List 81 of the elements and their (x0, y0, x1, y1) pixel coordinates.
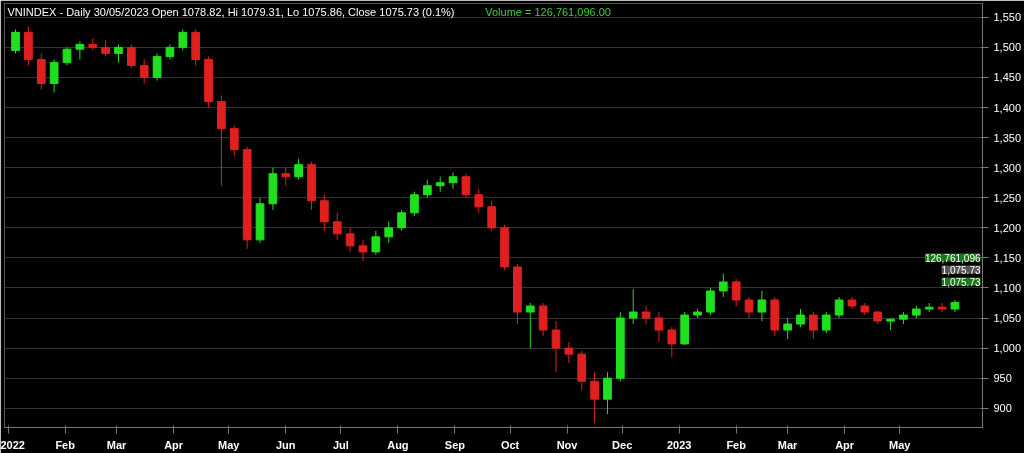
candlestick (603, 371, 612, 415)
candlestick (152, 52, 162, 81)
candlestick (345, 227, 355, 253)
x-tick-label: Mar (106, 438, 128, 451)
y-tick-label: 1,500 (993, 41, 1022, 54)
x-tick-label: Apr (164, 438, 184, 451)
candlestick (126, 43, 136, 69)
candlestick (487, 200, 497, 232)
candlestick (410, 191, 419, 217)
y-tick-label: 1,150 (993, 251, 1022, 264)
x-tick-label: Feb (55, 438, 76, 451)
x-tick-label: Jun (275, 438, 296, 451)
candlestick (551, 320, 561, 373)
y-tick-label: 1,400 (993, 101, 1022, 114)
candlestick (474, 188, 484, 214)
candlestick (809, 311, 818, 340)
y-tick-label: 900 (993, 402, 1012, 415)
candlestick (49, 58, 59, 94)
x-tick-label: Jul (332, 438, 349, 451)
candlestick (281, 167, 291, 187)
candlestick (654, 311, 664, 343)
y-tick-label: 950 (993, 372, 1012, 385)
candlestick (294, 158, 303, 181)
y-tick-label: 1,100 (993, 281, 1022, 294)
candlestick (525, 302, 535, 349)
x-tick-label: Sep (444, 438, 466, 451)
candlestick (744, 296, 754, 319)
candlestick (796, 308, 805, 328)
candlestick (11, 28, 20, 54)
x-tick-label: Mar (777, 438, 799, 451)
y-tick-label: 1,450 (993, 71, 1022, 84)
candlestick (718, 273, 728, 298)
candlestick (139, 58, 149, 84)
x-tick-label: Feb (726, 438, 747, 451)
candlestick (641, 305, 651, 325)
candlestick (628, 288, 638, 325)
chart-title: VNINDEX - Daily 30/05/2023 Open 1078.82, Hi 1079.31, Lo 1075.86, Close 1075.73 (0.1%) (7, 5, 455, 18)
y-tick-label: 1,250 (993, 191, 1022, 204)
candlestick (397, 209, 406, 232)
candlestick (731, 278, 741, 307)
x-tick-label: 2022 (0, 438, 25, 451)
candlestick (422, 179, 432, 199)
candlestick (564, 341, 574, 364)
candlestick (358, 239, 368, 262)
y-tick-label: 1,350 (993, 131, 1022, 144)
candlestick (384, 221, 394, 244)
chart-subtitle: Volume = 126,761,096.00 (485, 5, 611, 18)
x-tick-label: Nov (556, 438, 579, 451)
x-tick-label: Apr (835, 438, 855, 451)
candlestick (461, 173, 471, 199)
candlestick (834, 296, 844, 319)
x-tick-label: May (218, 438, 241, 451)
y-tick-label: 1,550 (993, 11, 1022, 24)
annotation: 1,075.73 (941, 264, 981, 276)
candlestick (667, 326, 677, 358)
candlestick (320, 194, 329, 232)
candlestick (937, 302, 947, 313)
y-tick-label: 1,050 (993, 312, 1022, 325)
x-tick-label: 2023 (666, 438, 692, 451)
candlestick (62, 46, 72, 66)
candlestick (75, 40, 85, 60)
candlestick (590, 371, 599, 424)
candlestick (114, 43, 123, 63)
candlestick (821, 311, 831, 334)
y-tick-label: 1,300 (993, 161, 1022, 174)
candlestick (757, 290, 767, 322)
candlestick (229, 125, 239, 157)
annotation: 1,075.73 (941, 276, 981, 288)
candlestick (706, 287, 715, 316)
y-tick-label: 1,200 (993, 221, 1022, 234)
candlestick (783, 317, 792, 340)
candlestick (371, 230, 381, 256)
y-tick-label: 1,000 (993, 342, 1022, 355)
x-tick-label: Oct (500, 438, 520, 451)
candlestick (448, 172, 458, 190)
annotation: 126,761,096 (924, 252, 981, 264)
x-tick-label: May (889, 438, 912, 451)
candlestick (178, 28, 188, 51)
x-tick-label: Aug (387, 438, 409, 451)
candlestick (332, 212, 342, 241)
x-tick-label: Dec (612, 438, 633, 451)
